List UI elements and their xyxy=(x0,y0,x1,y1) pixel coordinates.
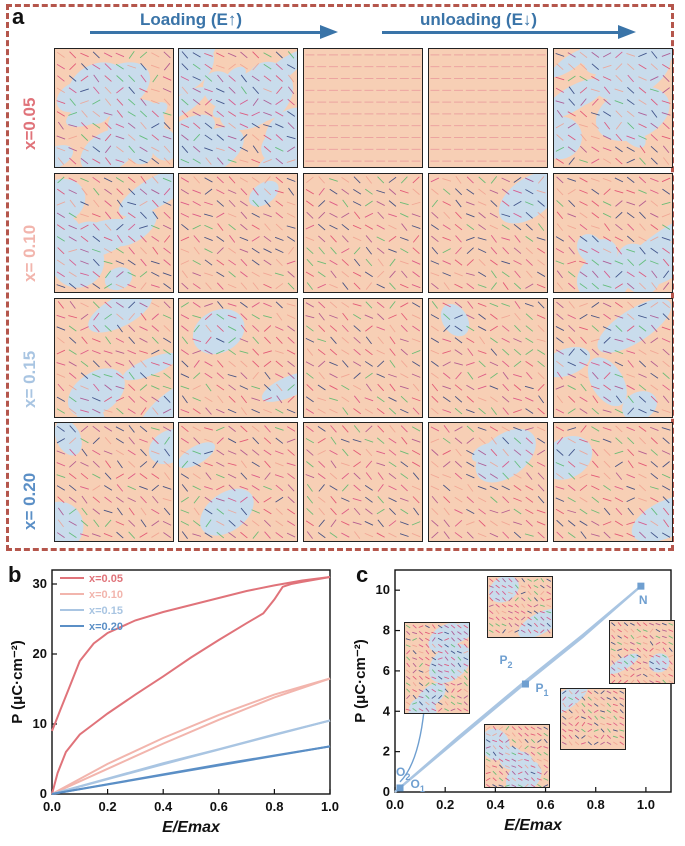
panel-c-letter: c xyxy=(356,562,369,587)
point-marker-P2 xyxy=(521,680,529,688)
chart-c-xtick-label: 0.0 xyxy=(386,797,404,812)
inset-n-domain xyxy=(487,576,553,638)
domain-tile-r2-c3 xyxy=(303,173,423,293)
chart-b-xlabel: E/Emax xyxy=(162,819,221,836)
chart-c-xtick-label: 0.2 xyxy=(436,797,454,812)
point-label-P2: P2 xyxy=(499,653,512,670)
row-label-x015: x= 0.15 xyxy=(20,350,39,408)
domain-tile-r4-c5 xyxy=(553,422,673,542)
chart-b-ytick-label: 10 xyxy=(33,716,47,731)
domain-tile-r4-c3 xyxy=(303,422,423,542)
domain-tile-r2-c5 xyxy=(553,173,673,293)
domain-tile-r3-c3 xyxy=(303,298,423,418)
chart-b-xtick-label: 1.0 xyxy=(321,799,339,814)
row-label-x020: x= 0.20 xyxy=(20,472,39,530)
chart-c-ytick-label: 8 xyxy=(383,623,390,638)
domain-tile-r2-c1 xyxy=(54,173,174,293)
domain-tile-r2-c4 xyxy=(428,173,548,293)
legend-label-x=0.20: x=0.20 xyxy=(89,621,123,633)
point-label-P1: P1 xyxy=(535,681,548,698)
chart-b-ytick-label: 30 xyxy=(33,576,47,591)
point-label-N: N xyxy=(639,593,648,607)
chart-c-ytick-label: 6 xyxy=(383,663,390,678)
chart-c-ytick-label: 2 xyxy=(383,744,390,759)
loading-arrow xyxy=(90,31,322,34)
unloading-arrow xyxy=(382,31,620,34)
domain-tile-r4-c2 xyxy=(178,422,298,542)
domain-tile-r1-c2 xyxy=(178,48,298,168)
row-label-x005: x=0.05 xyxy=(20,97,39,150)
chart-b-ylabel: P (μC·cm⁻²) xyxy=(9,640,26,724)
chart-c-ytick-label: 10 xyxy=(376,582,390,597)
point-marker-N xyxy=(637,582,645,590)
chart-b-xtick-label: 0.2 xyxy=(99,799,117,814)
domain-tile-r1-c3 xyxy=(303,48,423,168)
inset-o2-domain xyxy=(404,622,470,714)
row-label-x010: x= 0.10 xyxy=(20,224,39,282)
legend-label-x=0.10: x=0.10 xyxy=(89,589,123,601)
inset-p2-domain xyxy=(609,620,675,684)
chart-c-ylabel: P (μC·cm⁻²) xyxy=(352,639,369,723)
point-label-O1: O1 xyxy=(411,777,425,794)
series-x=0.15-unloading xyxy=(51,719,331,795)
unloading-label: unloading (E↓) xyxy=(420,10,538,29)
point-label-O2: O2 xyxy=(396,765,410,782)
legend-label-x=0.15: x=0.15 xyxy=(89,605,123,617)
panel-a-letter: a xyxy=(12,4,25,29)
chart-c-xtick-label: 0.4 xyxy=(486,797,505,812)
chart-c-xlabel: E/Emax xyxy=(504,817,563,834)
panel-b-chart: 0.0 0.2 0.4 0.6 0.8 1.0 0 10 20 30 E/Emax P (μC·cm⁻… xyxy=(0,562,342,841)
point-marker-O2 xyxy=(396,784,404,792)
series-x=0.10-loading xyxy=(51,677,331,795)
series-x=0.05-loading xyxy=(51,576,331,795)
series-x=0.20-unloading xyxy=(51,745,331,795)
chart-c-series-2 xyxy=(394,585,642,793)
domain-tile-r2-c2 xyxy=(178,173,298,293)
chart-b-xtick-label: 0.4 xyxy=(154,799,173,814)
chart-b-xtick-label: 0.6 xyxy=(210,799,228,814)
chart-b-xtick-label: 0.0 xyxy=(43,799,61,814)
domain-tile-r1-c5 xyxy=(553,48,673,168)
chart-c-xtick-label: 0.8 xyxy=(587,797,605,812)
unloading-arrow-head xyxy=(618,25,636,39)
domain-tile-r1-c4 xyxy=(428,48,548,168)
chart-c-xtick-label: 0.6 xyxy=(537,797,555,812)
domain-tile-r4-c1 xyxy=(54,422,174,542)
legend-label-x=0.05: x=0.05 xyxy=(89,573,123,585)
chart-b-xtick-label: 0.8 xyxy=(265,799,283,814)
chart-c-ytick-label: 0 xyxy=(383,784,390,799)
loading-label: Loading (E↑) xyxy=(140,10,242,29)
chart-b-ytick-label: 0 xyxy=(40,786,47,801)
domain-tile-r3-c4 xyxy=(428,298,548,418)
domain-tile-r3-c5 xyxy=(553,298,673,418)
domain-tile-r3-c1 xyxy=(54,298,174,418)
series-x=0.10-unloading xyxy=(51,677,331,795)
inset-p1-domain xyxy=(560,688,626,750)
chart-c-ytick-label: 4 xyxy=(383,703,391,718)
loading-arrow-head xyxy=(320,25,338,39)
panel-b-letter: b xyxy=(8,562,22,587)
chart-c-xtick-label: 1.0 xyxy=(637,797,655,812)
inset-o1-domain xyxy=(484,724,550,788)
chart-b-plot-frame xyxy=(51,569,331,795)
domain-tile-r1-c1 xyxy=(54,48,174,168)
domain-tile-r4-c4 xyxy=(428,422,548,542)
domain-tile-r3-c2 xyxy=(178,298,298,418)
series-x=0.05-unloading xyxy=(51,576,331,732)
chart-b-ytick-label: 20 xyxy=(33,646,47,661)
